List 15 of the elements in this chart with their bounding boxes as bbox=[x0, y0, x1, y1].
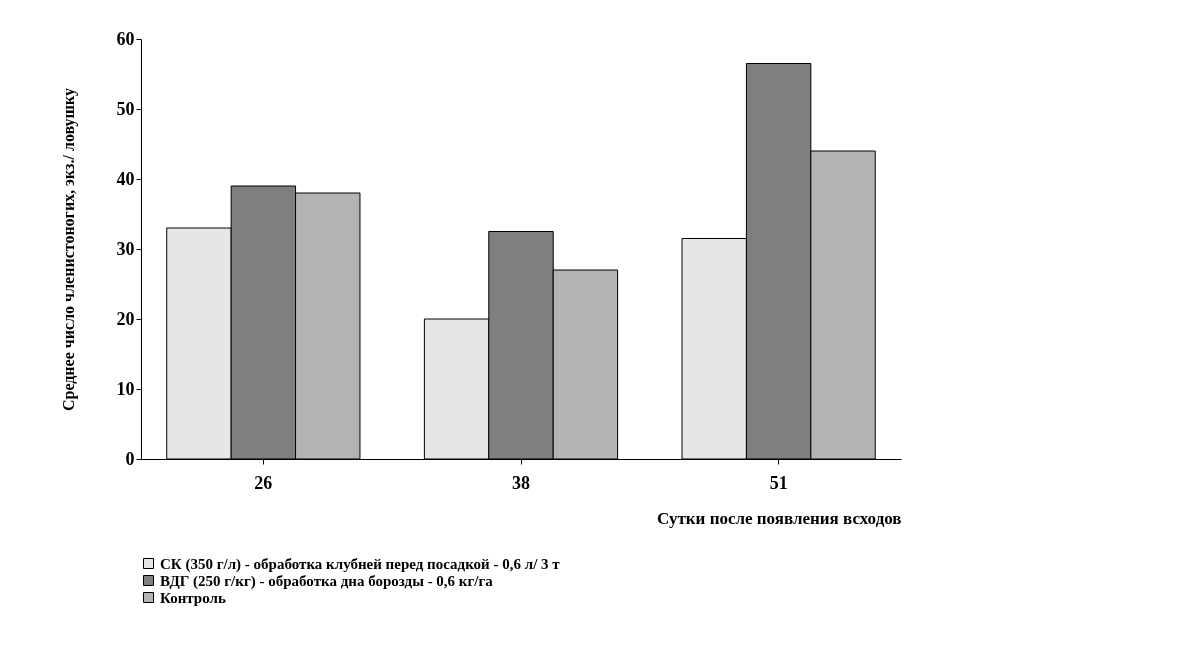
legend-label: ВДГ (250 г/кг) - обработка дна борозды - 0,6 кг/га bbox=[160, 572, 494, 590]
x-tick-label: 38 bbox=[512, 472, 530, 493]
x-tick-label: 51 bbox=[769, 472, 788, 493]
y-axis-title: Среднее число членистоногих, экз./ ловушку bbox=[59, 87, 78, 412]
legend-label: Контроль bbox=[160, 589, 226, 606]
y-tick-label: 20 bbox=[116, 308, 135, 329]
y-tick-label: 10 bbox=[116, 378, 135, 399]
x-axis-title: Сутки после появления всходов bbox=[657, 508, 902, 528]
y-tick-label: 50 bbox=[116, 98, 135, 119]
y-tick-label: 60 bbox=[116, 28, 135, 49]
y-tick-label: 0 bbox=[125, 448, 135, 469]
y-tick-label: 40 bbox=[116, 168, 135, 189]
legend-label: СК (350 г/л) - обработка клубней перед посадкой - 0,6 л/ 3 т bbox=[160, 555, 561, 573]
x-tick-label: 26 bbox=[254, 472, 273, 493]
y-tick-label: 30 bbox=[116, 238, 135, 259]
